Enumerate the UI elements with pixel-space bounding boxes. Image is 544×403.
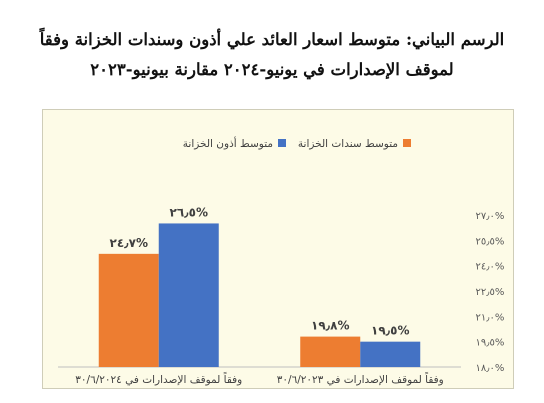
legend-swatch-bonds <box>403 139 411 147</box>
y-tick-label-5: ٢٥٫٥% <box>476 236 505 247</box>
data-label-bills-1: ٢٦٫٥% <box>170 205 209 219</box>
x-category-label-1: وفقاً لموقف الإصدارات في ٣٠/٦/٢٠٢٤ <box>75 372 242 386</box>
x-category-label-2: وفقاً لموقف الإصدارات في ٣٠/٦/٢٠٢٣ <box>277 372 444 386</box>
bar-bonds-2 <box>300 336 361 367</box>
y-tick-label-4: ٢٤٫٠% <box>476 262 505 273</box>
legend-swatch-bills <box>278 139 286 147</box>
chart-title-line-2: لموقف الإصدارات في يونيو-٢٠٢٤ مقارنة بيو… <box>90 60 454 79</box>
y-tick-label-3: ٢٢٫٥% <box>476 287 505 298</box>
data-label-bonds-2: ١٩٫٨% <box>311 319 350 333</box>
y-tick-label-6: ٢٧٫٠% <box>476 211 505 222</box>
y-tick-label-1: ١٩٫٥% <box>476 338 505 349</box>
bar-bonds-1 <box>98 253 159 367</box>
y-tick-label-2: ٢١٫٠% <box>476 312 505 323</box>
y-tick-label-0: ١٨٫٠% <box>476 363 505 374</box>
bar-chart: ١٨٫٠% ١٩٫٥% ٢١٫٠% ٢٢٫٥% ٢٤٫٠% ٢٥٫٥% ٢٧٫٠% ٢٤٫٧%… <box>58 136 505 386</box>
legend-label-bills: متوسط أذون الخزانة <box>183 136 273 150</box>
chart-area: ١٨٫٠% ١٩٫٥% ٢١٫٠% ٢٢٫٥% ٢٤٫٠% ٢٥٫٥% ٢٧٫٠% ٢٤٫٧%… <box>42 109 514 389</box>
legend-label-bonds: متوسط سندات الخزانة <box>298 138 398 150</box>
chart-title-line-1: الرسم البياني: متوسط اسعار العائد علي أذ… <box>39 30 505 49</box>
bar-bills-2 <box>360 341 421 367</box>
data-label-bonds-1: ٢٤٫٧% <box>110 236 149 250</box>
data-label-bills-2: ١٩٫٥% <box>371 324 410 338</box>
bar-bills-1 <box>158 223 219 367</box>
